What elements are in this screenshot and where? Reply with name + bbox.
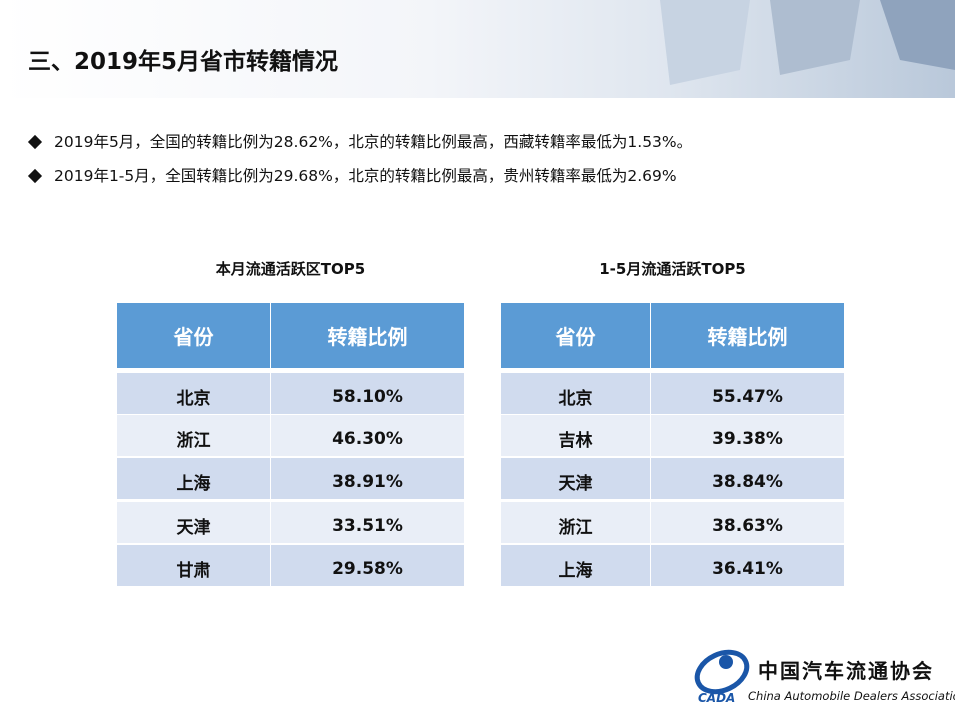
table-cell: 甘肃 (117, 545, 270, 586)
table-cell: 38.91% (271, 458, 464, 499)
header-cell: 转籍比例 (271, 303, 464, 368)
table-cell: 38.63% (651, 502, 844, 543)
header-cell: 省份 (501, 303, 650, 368)
bullet: 2019年5月，全国的转籍比例为28.62%，北京的转籍比例最高，西藏转籍率最低… (27, 130, 693, 152)
table-cell: 39.38% (651, 415, 844, 456)
header-cell: 省份 (117, 303, 270, 368)
table-cell: 浙江 (501, 502, 650, 543)
header-graphic (660, 0, 955, 85)
bullet-text: 2019年1-5月，全国转籍比例为29.68%，北京的转籍比例最高，贵州转籍率最… (54, 167, 677, 185)
table-cell: 浙江 (117, 415, 270, 456)
table-cell: 46.30% (271, 415, 464, 456)
table-cell: 北京 (117, 373, 270, 414)
logo-abbr: CADA (698, 691, 735, 705)
logo-english: China Automobile Dealers Association (748, 689, 955, 703)
table-cell: 北京 (501, 373, 650, 414)
table-cell: 上海 (117, 458, 270, 499)
table-title: 1-5月流通活跃TOP5 (599, 260, 746, 278)
table-cell: 吉林 (501, 415, 650, 456)
table-cell: 33.51% (271, 502, 464, 543)
header-band (0, 0, 955, 98)
logo-name: 中国汽车流通协会 (758, 659, 934, 683)
table-cell: 29.58% (271, 545, 464, 586)
table-cell: 58.10% (271, 373, 464, 414)
table-cell: 天津 (501, 458, 650, 499)
bullet-text: 2019年5月，全国的转籍比例为28.62%，北京的转籍比例最高，西藏转籍率最低… (54, 133, 693, 151)
logo: CADA 中国汽车流通协会 China Automobile Dealers A… (694, 649, 955, 705)
table-title: 本月流通活跃区TOP5 (215, 260, 366, 278)
table-cell: 55.47% (651, 373, 844, 414)
table-cell: 38.84% (651, 458, 844, 499)
table-cell: 36.41% (651, 545, 844, 586)
bullet: 2019年1-5月，全国转籍比例为29.68%，北京的转籍比例最高，贵州转籍率最… (27, 164, 677, 186)
table-cell: 上海 (501, 545, 650, 586)
table-cell: 天津 (117, 502, 270, 543)
header-cell: 转籍比例 (651, 303, 844, 368)
slide-title: 三、2019年5月省市转籍情况 (28, 49, 339, 75)
